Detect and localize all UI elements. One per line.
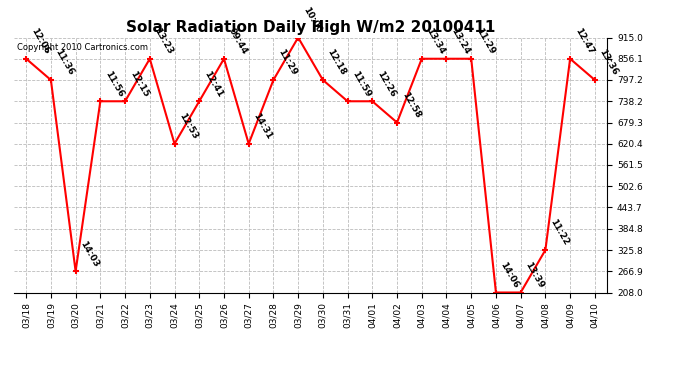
Text: 13:34: 13:34 <box>424 27 446 56</box>
Text: 12:06: 12:06 <box>29 27 51 56</box>
Text: 14:06: 14:06 <box>499 260 521 290</box>
Text: 11:29: 11:29 <box>474 27 496 56</box>
Text: 11:36: 11:36 <box>54 48 76 77</box>
Text: 12:26: 12:26 <box>375 69 397 99</box>
Text: 11:22: 11:22 <box>548 218 570 247</box>
Text: 11:56: 11:56 <box>103 69 125 99</box>
Text: 13:36: 13:36 <box>598 48 620 77</box>
Text: Copyright 2010 Cartronics.com: Copyright 2010 Cartronics.com <box>17 43 148 52</box>
Text: 12:58: 12:58 <box>400 90 422 120</box>
Text: 14:31: 14:31 <box>251 112 274 141</box>
Text: 13:24: 13:24 <box>449 27 471 56</box>
Text: 12:53: 12:53 <box>177 112 199 141</box>
Text: 09:44: 09:44 <box>227 27 249 56</box>
Text: 12:15: 12:15 <box>128 69 150 99</box>
Text: 14:03: 14:03 <box>79 239 101 268</box>
Text: 10:00: 10:00 <box>301 6 323 35</box>
Text: 11:59: 11:59 <box>351 69 373 99</box>
Text: 11:29: 11:29 <box>276 48 298 77</box>
Text: 12:41: 12:41 <box>202 69 224 99</box>
Text: 12:47: 12:47 <box>573 27 595 56</box>
Text: 13:39: 13:39 <box>524 260 546 290</box>
Text: 12:18: 12:18 <box>326 48 348 77</box>
Title: Solar Radiation Daily High W/m2 20100411: Solar Radiation Daily High W/m2 20100411 <box>126 20 495 35</box>
Text: 13:23: 13:23 <box>152 27 175 56</box>
